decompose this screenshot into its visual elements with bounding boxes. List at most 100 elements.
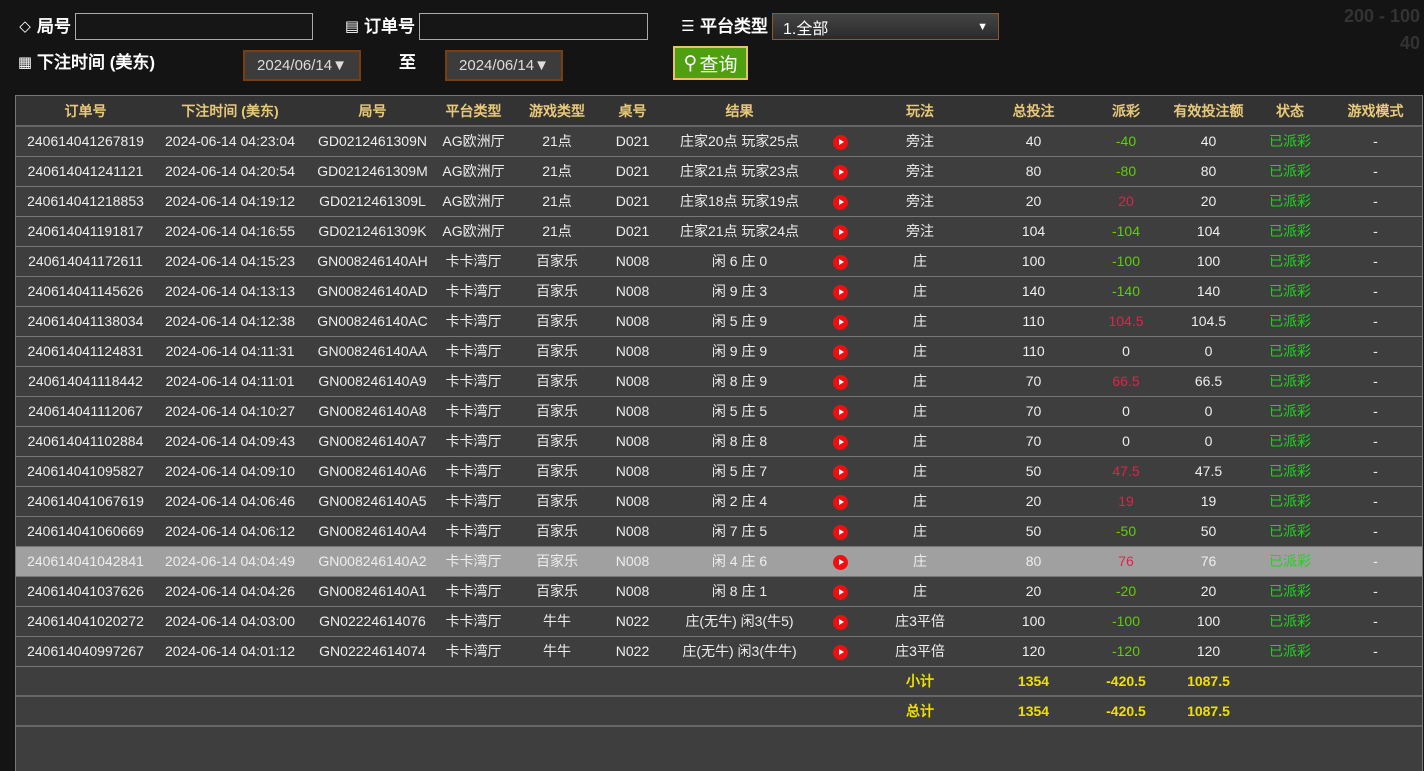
query-button[interactable]: ⚲ 查询	[673, 46, 748, 80]
table-row[interactable]: 240614041112067 2024-06-14 04:10:27 GN0082…	[16, 396, 1422, 427]
replay-button[interactable]	[821, 126, 859, 157]
table-row[interactable]: 240614041267819 2024-06-14 04:23:04 GD0212…	[16, 126, 1422, 157]
cell: 闲 4 庄 6	[658, 546, 821, 577]
cell: 20	[981, 186, 1086, 217]
cell: -	[1329, 426, 1422, 457]
cell: AG欧洲厅	[440, 156, 507, 187]
replay-button[interactable]	[821, 246, 859, 277]
cell: 2024-06-14 04:11:01	[155, 366, 305, 397]
table-row[interactable]: 240614041145626 2024-06-14 04:13:13 GN0082…	[16, 276, 1422, 307]
cell: -20	[1086, 576, 1166, 607]
cell: -	[1329, 606, 1422, 637]
table-row[interactable]: 240614040997267 2024-06-14 04:01:12 GN0222…	[16, 636, 1422, 667]
table-row[interactable]: 240614041042841 2024-06-14 04:04:49 GN0082…	[16, 546, 1422, 577]
table-row[interactable]: 240614041102884 2024-06-14 04:09:43 GN0082…	[16, 426, 1422, 457]
replay-button[interactable]	[821, 366, 859, 397]
replay-button[interactable]	[821, 336, 859, 367]
replay-button[interactable]	[821, 456, 859, 487]
cell: GN02224614074	[305, 636, 440, 667]
table-row[interactable]: 240614041060669 2024-06-14 04:06:12 GN0082…	[16, 516, 1422, 547]
table-row[interactable]: 240614041020272 2024-06-14 04:03:00 GN0222…	[16, 606, 1422, 637]
cell: 240614041172611	[16, 246, 155, 277]
column-header: 订单号	[16, 96, 155, 127]
cell: 卡卡湾厅	[440, 576, 507, 607]
replay-button[interactable]	[821, 546, 859, 577]
cell: 闲 7 庄 5	[658, 516, 821, 547]
cell: -	[1329, 156, 1422, 187]
cell: 100	[981, 246, 1086, 277]
cell: 闲 8 庄 1	[658, 576, 821, 607]
cell: -	[1329, 306, 1422, 337]
cell: 闲 5 庄 7	[658, 456, 821, 487]
replay-button[interactable]	[821, 426, 859, 457]
cell: 240614041067619	[16, 486, 155, 517]
table-row[interactable]: 240614041037626 2024-06-14 04:04:26 GN0082…	[16, 576, 1422, 607]
cell: 50	[981, 456, 1086, 487]
cell: 卡卡湾厅	[440, 276, 507, 307]
cell: 240614041241121	[16, 156, 155, 187]
cell: -	[1329, 516, 1422, 547]
cell: 2024-06-14 04:04:26	[155, 576, 305, 607]
replay-button[interactable]	[821, 636, 859, 667]
play-icon	[832, 374, 848, 390]
replay-button[interactable]	[821, 156, 859, 187]
cell: 闲 8 庄 8	[658, 426, 821, 457]
cell: GD0212461309K	[305, 216, 440, 247]
table-row[interactable]: 240614041172611 2024-06-14 04:15:23 GN0082…	[16, 246, 1422, 277]
cell: N008	[607, 456, 658, 487]
replay-button[interactable]	[821, 306, 859, 337]
table-row[interactable]: 240614041218853 2024-06-14 04:19:12 GD0212…	[16, 186, 1422, 217]
platform-select[interactable]: 1.全部 ▼	[772, 13, 999, 40]
replay-button[interactable]	[821, 186, 859, 217]
date-from-picker[interactable]: 2024/06/14▼	[243, 50, 361, 81]
cell: -40	[1086, 126, 1166, 157]
cell: 50	[981, 516, 1086, 547]
cell: 47.5	[1166, 456, 1251, 487]
cell: 旁注	[859, 216, 981, 247]
total-label: 总计	[859, 696, 981, 727]
table-row[interactable]: 240614041124831 2024-06-14 04:11:31 GN0082…	[16, 336, 1422, 367]
order-input[interactable]	[419, 13, 648, 40]
table-row[interactable]: 240614041241121 2024-06-14 04:20:54 GD0212…	[16, 156, 1422, 187]
cell: 240614041020272	[16, 606, 155, 637]
replay-button[interactable]	[821, 576, 859, 607]
cell: -	[1329, 216, 1422, 247]
play-icon	[832, 344, 848, 360]
round-input[interactable]	[75, 13, 313, 40]
cell: 庄	[859, 546, 981, 577]
cell: 百家乐	[507, 426, 607, 457]
cell: 庄家20点 玩家25点	[658, 126, 821, 157]
column-header: 状态	[1251, 96, 1329, 127]
cell: 40	[1166, 126, 1251, 157]
table-row[interactable]: 240614041138034 2024-06-14 04:12:38 GN0082…	[16, 306, 1422, 337]
replay-button[interactable]	[821, 606, 859, 637]
cell: GN008246140A9	[305, 366, 440, 397]
cell: 闲 5 庄 5	[658, 396, 821, 427]
table-row[interactable]: 240614041067619 2024-06-14 04:06:46 GN0082…	[16, 486, 1422, 517]
cell: 卡卡湾厅	[440, 336, 507, 367]
bet-records-table: 订单号 下注时间 (美东) 局号 平台类型 游戏类型 桌号 结果 玩法 总投注 派彩 有效投注额 状态…	[15, 95, 1423, 771]
round-filter: ◇ 局号	[16, 13, 313, 40]
play-icon	[832, 614, 848, 630]
cell: 76	[1086, 546, 1166, 577]
cell: GN008246140A6	[305, 456, 440, 487]
cell: 76	[1166, 546, 1251, 577]
column-header	[821, 96, 859, 127]
replay-button[interactable]	[821, 276, 859, 307]
cell: 已派彩	[1251, 516, 1329, 547]
replay-button[interactable]	[821, 516, 859, 547]
table-row[interactable]: 240614041118442 2024-06-14 04:11:01 GN0082…	[16, 366, 1422, 397]
background-text: 200 - 100	[1343, 6, 1420, 26]
replay-button[interactable]	[821, 216, 859, 247]
date-to-picker[interactable]: 2024/06/14▼	[445, 50, 563, 81]
cell: 240614041037626	[16, 576, 155, 607]
table-row[interactable]: 240614041095827 2024-06-14 04:09:10 GN0082…	[16, 456, 1422, 487]
replay-button[interactable]	[821, 396, 859, 427]
cell: 百家乐	[507, 276, 607, 307]
replay-button[interactable]	[821, 486, 859, 517]
play-icon	[832, 254, 848, 270]
cell: 100	[1166, 606, 1251, 637]
table-row[interactable]: 240614041191817 2024-06-14 04:16:55 GD0212…	[16, 216, 1422, 247]
cell: 2024-06-14 04:03:00	[155, 606, 305, 637]
cell: D021	[607, 126, 658, 157]
